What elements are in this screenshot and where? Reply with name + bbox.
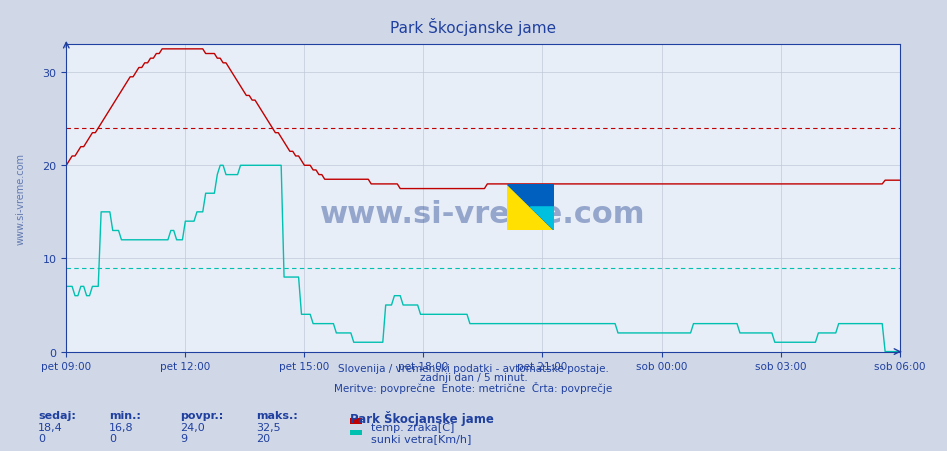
Text: sunki vetra[Km/h]: sunki vetra[Km/h] [371, 433, 472, 443]
Text: 18,4: 18,4 [38, 422, 63, 432]
Text: Park Škocjanske jame: Park Škocjanske jame [390, 18, 557, 36]
Polygon shape [507, 185, 554, 230]
Text: 32,5: 32,5 [256, 422, 280, 432]
Text: www.si-vreme.com: www.si-vreme.com [15, 152, 26, 244]
Text: 20: 20 [256, 433, 270, 443]
Text: 24,0: 24,0 [180, 422, 205, 432]
Text: 9: 9 [180, 433, 188, 443]
Text: maks.:: maks.: [256, 410, 297, 420]
Text: temp. zraka[C]: temp. zraka[C] [371, 422, 455, 432]
Polygon shape [507, 185, 554, 230]
Text: 16,8: 16,8 [109, 422, 134, 432]
Polygon shape [530, 207, 554, 230]
Text: povpr.:: povpr.: [180, 410, 223, 420]
Text: Meritve: povprečne  Enote: metrične  Črta: povprečje: Meritve: povprečne Enote: metrične Črta:… [334, 381, 613, 393]
Text: 0: 0 [38, 433, 45, 443]
Text: Slovenija / vremenski podatki - avtomatske postaje.: Slovenija / vremenski podatki - avtomats… [338, 363, 609, 373]
Text: zadnji dan / 5 minut.: zadnji dan / 5 minut. [420, 372, 527, 382]
Text: Park Škocjanske jame: Park Škocjanske jame [350, 410, 494, 425]
Text: sedaj:: sedaj: [38, 410, 76, 420]
Text: www.si-vreme.com: www.si-vreme.com [320, 199, 646, 228]
Text: 0: 0 [109, 433, 116, 443]
Text: min.:: min.: [109, 410, 141, 420]
